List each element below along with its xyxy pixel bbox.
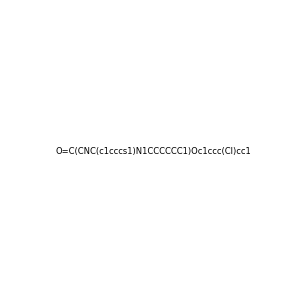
Text: O=C(CNC(c1cccs1)N1CCCCCC1)Oc1ccc(Cl)cc1: O=C(CNC(c1cccs1)N1CCCCCC1)Oc1ccc(Cl)cc1 bbox=[56, 147, 252, 156]
